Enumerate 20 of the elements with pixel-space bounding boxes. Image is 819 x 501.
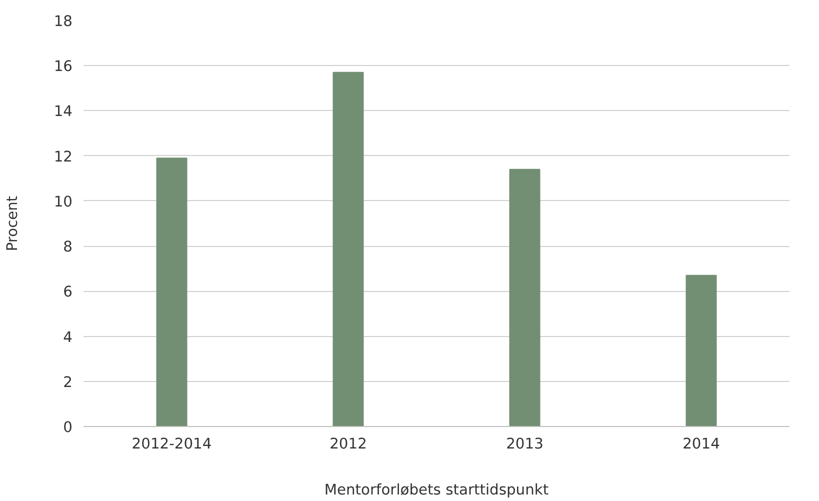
x-tick-label: 2012-2014 <box>132 436 212 452</box>
y-tick-label: 2 <box>63 374 73 391</box>
y-tick-label: 18 <box>54 13 73 30</box>
y-tick-label: 6 <box>63 284 73 301</box>
x-axis-title: Mentorforløbets starttidspunkt <box>324 482 549 498</box>
y-axis-title: Procent <box>4 196 21 252</box>
x-tick-label: 2012 <box>330 436 367 452</box>
bar <box>332 72 364 426</box>
y-tick-label: 0 <box>63 419 73 436</box>
bar <box>686 274 717 426</box>
y-tick-label: 14 <box>54 103 73 120</box>
y-tick-label: 16 <box>54 58 73 76</box>
y-tick-label: 4 <box>63 328 73 346</box>
bar <box>156 158 188 426</box>
y-tick-label: 8 <box>63 238 73 256</box>
bar <box>509 168 540 426</box>
y-tick-label: 10 <box>54 193 73 210</box>
y-tick-label: 12 <box>54 148 73 166</box>
x-tick-label: 2013 <box>506 436 544 452</box>
x-tick-label: 2014 <box>682 436 720 452</box>
